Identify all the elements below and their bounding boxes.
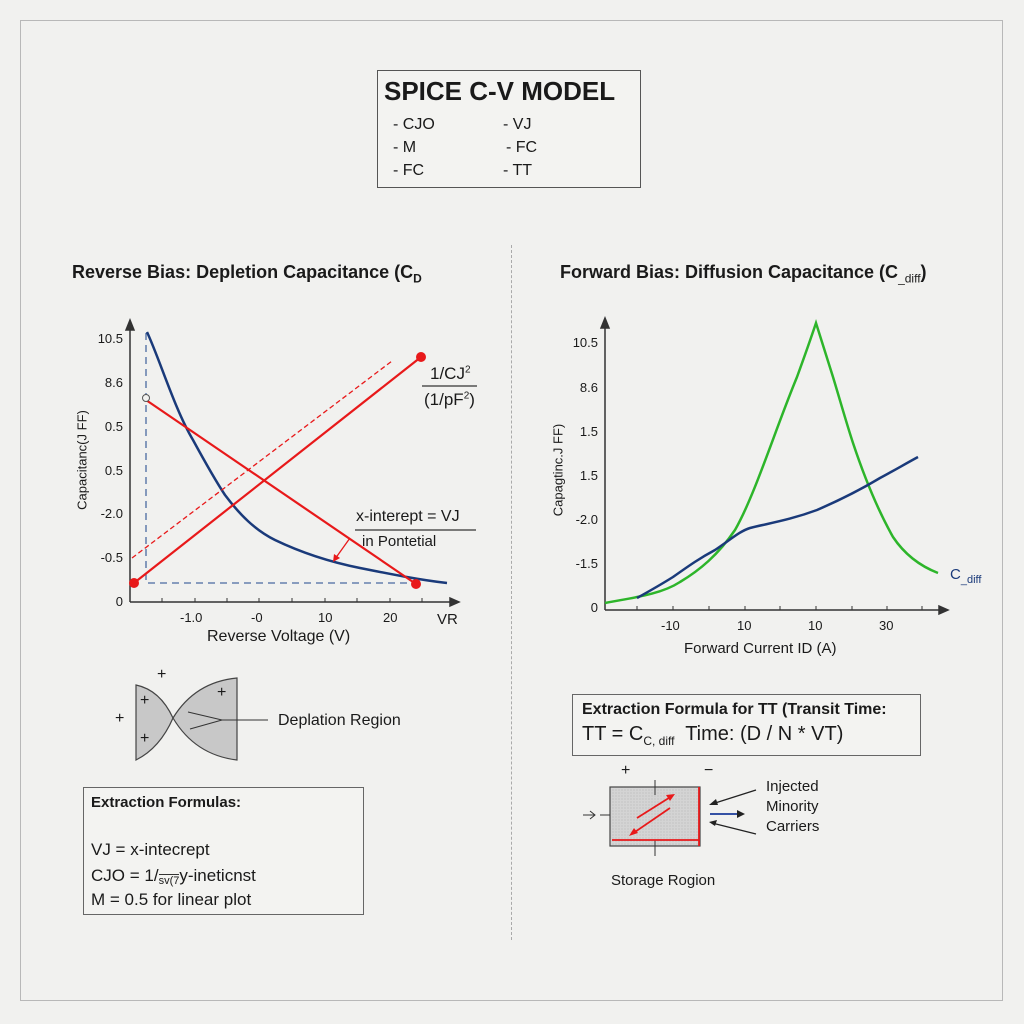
green-curve <box>604 318 939 605</box>
y-tick: 0.5 <box>104 419 123 434</box>
inverse-label-denominator: (1/pF2) <box>424 390 475 409</box>
y-tick: 10.5 <box>97 331 123 346</box>
param-fc-2: - FC <box>393 162 425 179</box>
y-tick: 10.5 <box>572 335 598 350</box>
param-fc: - FC <box>506 139 538 156</box>
param-cjo: - CJO <box>393 116 435 133</box>
minus-terminal: − <box>704 762 714 779</box>
title-box <box>377 70 641 188</box>
y-tick: 1.5 <box>579 424 598 439</box>
x-tick: 20 <box>383 610 398 625</box>
y-tick: -1.5 <box>575 556 598 571</box>
line-end-point <box>416 352 426 362</box>
plus-sign: + <box>115 710 125 727</box>
line-start-point <box>129 578 139 588</box>
right-heading: Forward Bias: Diffusion Capacitance (C_d… <box>560 262 927 286</box>
x-tick: 10 <box>737 618 752 633</box>
x-axis-label: Forward Current ID (A) <box>684 640 837 657</box>
y-tick: 8.6 <box>104 375 123 390</box>
x-tick: 10 <box>808 618 823 633</box>
param-tt: - TT <box>503 162 533 179</box>
depletion-right-lobe <box>172 677 238 761</box>
y-tick: -2.0 <box>100 506 123 521</box>
plus-terminal: + <box>621 762 631 779</box>
y-tick: 0 <box>115 594 123 609</box>
capacitance-curve <box>145 331 448 585</box>
formulas-title: Extraction Formulas: <box>91 794 242 811</box>
open-point <box>142 394 150 402</box>
intercept-point <box>411 579 421 589</box>
x-tick: 10 <box>318 610 333 625</box>
x-tick: 30 <box>879 618 894 633</box>
x-tick: -1.0 <box>180 610 203 625</box>
carrier-arrow-up <box>636 795 673 819</box>
carriers-label-2: Minority <box>766 798 819 815</box>
diffusion-capacitance-curve <box>636 455 919 600</box>
param-m: - M <box>393 139 417 156</box>
y-tick: 0.5 <box>104 463 123 478</box>
storage-box <box>609 786 701 847</box>
plus-sign: + <box>140 730 150 747</box>
intercept-sub-label: in Pontetial <box>362 533 437 550</box>
carriers-label-1: Injected <box>766 778 819 795</box>
param-vj: - VJ <box>503 116 532 133</box>
y-tick: 1.5 <box>579 468 598 483</box>
x-end-label: VR <box>437 611 458 628</box>
depletion-label: Deplation Region <box>278 712 401 729</box>
formula-m: M = 0.5 for linear plot <box>91 890 252 909</box>
annotation-arrow <box>334 537 351 560</box>
series-label-cdiff: C_diff <box>950 566 982 586</box>
plus-sign: + <box>140 692 150 709</box>
intercept-label: x-interept = VJ <box>356 508 460 525</box>
tt-formula: TT = CC, diff Time: (D / N * VT) <box>582 723 844 748</box>
y-tick: 8.6 <box>579 380 598 395</box>
inverse-cj-squared-line <box>133 356 422 584</box>
storage-region-label: Storage Rogion <box>611 872 716 889</box>
left-axes <box>124 317 461 608</box>
carriers-label-3: Carriers <box>766 818 820 835</box>
plus-sign: + <box>157 666 167 683</box>
x-axis-label: Reverse Voltage (V) <box>207 628 351 645</box>
descending-red-line <box>145 399 417 585</box>
extraction-formulas-box <box>83 787 364 915</box>
page-frame <box>20 20 1003 1001</box>
tt-formula-title: Extraction Formula for TT (Transit Time: <box>582 701 887 718</box>
inverse-label-numerator: 1/CJ2 <box>430 364 471 383</box>
plus-sign: + <box>217 684 227 701</box>
formula-cjo: CJO = 1/sv(7y-ineticnst <box>91 866 256 887</box>
left-heading: Reverse Bias: Depletion Capacitance (CD <box>72 262 422 286</box>
y-tick: -2.0 <box>575 512 598 527</box>
carrier-arrow-down <box>631 807 671 835</box>
model-title: SPICE C-V MODEL <box>384 76 616 106</box>
dashed-red-line <box>131 360 393 559</box>
x-tick: -0 <box>251 610 263 625</box>
y-tick: 0 <box>590 600 598 615</box>
tt-formula-box <box>572 694 921 756</box>
x-tick: -10 <box>661 618 680 633</box>
section-divider <box>511 245 512 940</box>
y-tick: -0.5 <box>100 550 123 565</box>
formula-vj: VJ = x-intecrept <box>91 840 210 859</box>
